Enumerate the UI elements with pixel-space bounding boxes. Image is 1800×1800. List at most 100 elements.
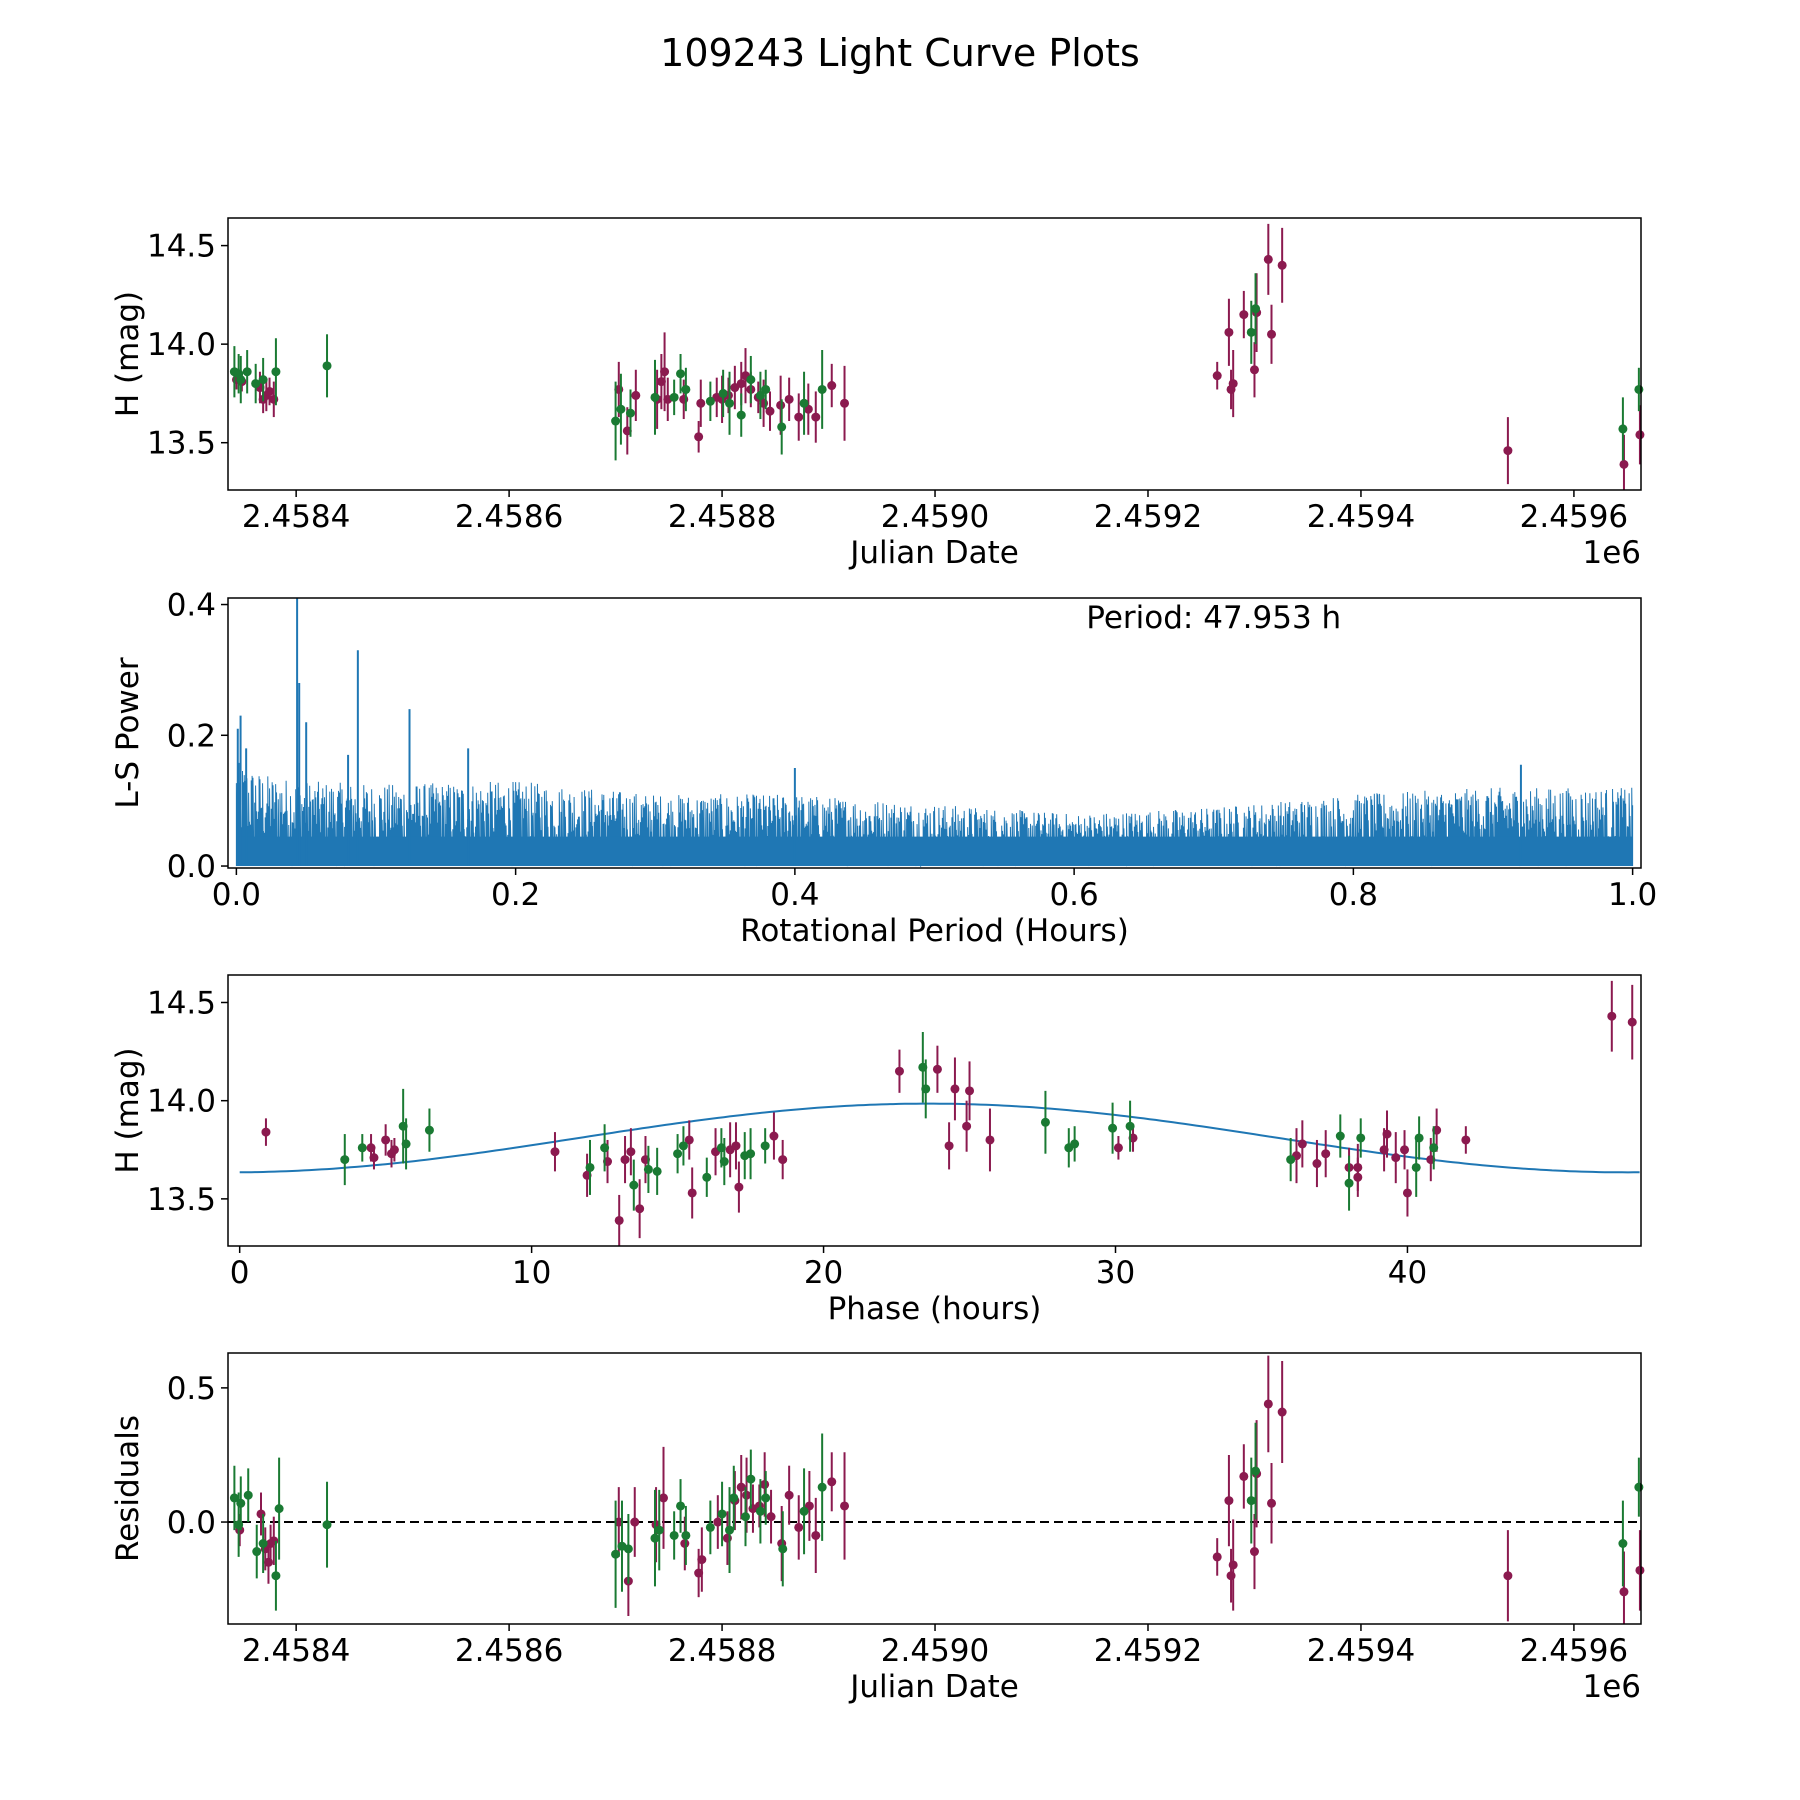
data-point [746, 375, 756, 385]
data-point [322, 361, 332, 371]
data-point [1224, 1496, 1234, 1506]
data-point [1461, 1135, 1471, 1145]
data-point [585, 1162, 595, 1172]
data-point [676, 369, 686, 379]
data-point [1249, 365, 1259, 375]
data-point [681, 1530, 691, 1540]
data-point [322, 1520, 332, 1530]
series-filter_a [232, 223, 1645, 490]
data-point [1635, 430, 1645, 440]
x-tick-label: 0.4 [770, 877, 819, 913]
data-point [1402, 1188, 1412, 1198]
data-point [424, 1125, 434, 1135]
data-point [650, 392, 660, 402]
data-point [673, 1149, 683, 1159]
data-point [740, 1512, 750, 1522]
y-tick-label: 14.5 [147, 229, 216, 265]
y-axis-label: H (mag) [110, 1047, 146, 1173]
x-tick-label: 2.4584 [242, 499, 350, 535]
data-point [679, 394, 689, 404]
data-point [669, 392, 679, 402]
data-point [650, 1533, 660, 1543]
data-point [1353, 1172, 1363, 1182]
data-point [1226, 1571, 1236, 1581]
data-point [736, 1482, 746, 1492]
data-point [631, 390, 641, 400]
x-tick-label: 2.4592 [1094, 1633, 1202, 1669]
data-point [626, 1147, 636, 1157]
x-offset-label: 1e6 [1582, 535, 1641, 571]
x-tick-label: 2.4586 [455, 1633, 563, 1669]
data-point [697, 1555, 707, 1565]
data-point [1391, 1153, 1401, 1163]
y-tick-label: 0.4 [167, 588, 216, 624]
x-tick-label: 2.4596 [1520, 1633, 1628, 1669]
data-point [550, 1147, 560, 1157]
plot-area [239, 980, 1640, 1246]
data-point [761, 384, 771, 394]
x-tick-label: 20 [804, 1255, 843, 1291]
data-point [401, 1139, 411, 1149]
data-point [718, 388, 728, 398]
data-point [765, 406, 775, 416]
data-point [614, 1215, 624, 1225]
data-point [736, 410, 746, 420]
data-point [702, 1172, 712, 1182]
data-point [734, 1182, 744, 1192]
x-tick-label: 2.4588 [668, 1633, 776, 1669]
x-offset-label: 1e6 [1582, 1669, 1641, 1705]
data-point [1267, 1498, 1277, 1508]
data-point [678, 1141, 688, 1151]
data-point [629, 1180, 639, 1190]
data-point [794, 1522, 804, 1532]
data-point [1411, 1162, 1421, 1172]
data-point [620, 1155, 630, 1165]
data-point [1619, 459, 1629, 469]
power-band [236, 836, 1633, 867]
data-point [684, 1135, 694, 1145]
data-point [271, 1571, 281, 1581]
x-tick-label: 2.4596 [1520, 499, 1628, 535]
data-point [1634, 1482, 1644, 1492]
data-point [1228, 1560, 1238, 1570]
data-point [761, 1493, 771, 1503]
data-point [623, 1544, 633, 1554]
data-point [719, 1157, 729, 1167]
data-point [794, 412, 804, 422]
x-tick-label: 2.4588 [668, 499, 776, 535]
y-tick-label: 14.5 [147, 985, 216, 1021]
data-point [827, 1477, 837, 1487]
panel-phased: 0 10 20 30 40 13.5 14.0 14.5 Phase (hours) H (mag… [110, 974, 1642, 1327]
data-point [1212, 1552, 1222, 1562]
data-point [258, 375, 268, 385]
series-filter_b [229, 1422, 1644, 1611]
data-point [944, 1141, 954, 1151]
data-point [1618, 1539, 1628, 1549]
panel-residuals: 2.4584 2.4586 2.4588 2.4590 2.4592 2.4594 2.45… [110, 1352, 1645, 1705]
data-point [600, 1143, 610, 1153]
data-point [1224, 327, 1234, 337]
data-point [722, 1533, 732, 1543]
data-point [669, 1530, 679, 1540]
data-point [985, 1135, 995, 1145]
x-tick-label: 2.4590 [881, 1633, 989, 1669]
data-point [1627, 1017, 1637, 1027]
data-point [271, 367, 281, 377]
data-point [713, 1517, 723, 1527]
plot-area [228, 1355, 1645, 1624]
data-point [1356, 1133, 1366, 1143]
data-point [1619, 1587, 1629, 1597]
data-point [1251, 1466, 1261, 1476]
data-point [1634, 384, 1644, 394]
data-point [894, 1066, 904, 1076]
x-axis-label: Julian Date [848, 1669, 1019, 1705]
x-axis-label: Rotational Period (Hours) [740, 913, 1129, 949]
data-point [654, 1525, 664, 1535]
data-point [389, 1145, 399, 1155]
data-point [799, 398, 809, 408]
data-point [717, 1509, 727, 1519]
data-point [746, 1474, 756, 1484]
data-point [1321, 1149, 1331, 1159]
figure-title: 109243 Light Curve Plots [660, 31, 1140, 75]
data-point [1263, 1399, 1273, 1409]
